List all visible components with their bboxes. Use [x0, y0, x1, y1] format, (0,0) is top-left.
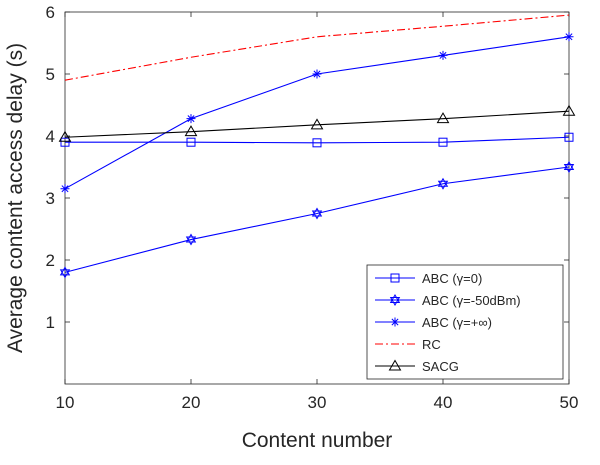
y-tick-label: 1: [46, 313, 55, 332]
data-point-part: [311, 207, 323, 217]
x-axis-title: Content number: [242, 429, 393, 452]
data-point: [60, 184, 70, 194]
data-point: [186, 114, 196, 124]
data-point-part: [185, 236, 197, 246]
legend-marker: [390, 317, 400, 327]
data-point-part: [437, 177, 449, 187]
y-tick-label: 5: [46, 65, 55, 84]
data-point: [311, 207, 323, 220]
legend-item: RC: [375, 337, 441, 352]
data-point: [564, 132, 574, 142]
legend-label: ABC (γ=-50dBm): [422, 293, 521, 308]
x-tick-label: 30: [308, 393, 327, 412]
series-layer: [58, 14, 576, 279]
legend-marker: [388, 359, 402, 371]
data-point: [564, 32, 574, 42]
data-point: [438, 137, 448, 147]
legend-marker: [389, 293, 401, 307]
legend-label: ABC (γ=0): [422, 271, 482, 286]
data-point: [310, 118, 324, 130]
data-point-part: [185, 233, 197, 243]
series-3: [64, 14, 570, 81]
legend-label: SACG: [422, 359, 459, 374]
series-line: [64, 14, 570, 81]
data-point: [184, 125, 198, 137]
series-line: [64, 110, 570, 138]
series-2: [60, 32, 574, 194]
series-1: [59, 160, 575, 279]
data-point: [186, 137, 196, 147]
legend-item: ABC (γ=0): [375, 271, 482, 286]
data-point: [437, 177, 449, 190]
legend-marker-part: [389, 297, 401, 307]
data-point-part: [563, 164, 575, 174]
data-point: [60, 137, 70, 147]
data-point: [312, 69, 322, 79]
data-point: [563, 160, 575, 174]
data-point: [436, 112, 450, 124]
data-point-part: [437, 180, 449, 190]
legend-item: SACG: [375, 359, 459, 374]
data-point: [562, 104, 576, 116]
data-point: [312, 138, 322, 148]
data-point: [185, 233, 197, 246]
data-point: [438, 50, 448, 60]
y-tick-label: 2: [46, 251, 55, 270]
legend-item: ABC (γ=+∞): [375, 315, 492, 330]
legend-item: ABC (γ=-50dBm): [375, 293, 521, 308]
legend-marker-part: [389, 293, 401, 303]
y-tick-label: 3: [46, 189, 55, 208]
data-point-part: [563, 160, 575, 170]
x-tick-label: 50: [560, 393, 579, 412]
axis-ticks: 10 20 30 40 50 1 2 3 4 5 6: [46, 3, 579, 412]
legend: ABC (γ=0) ABC (γ=-50dBm) ABC (γ=+∞) RC SACG: [366, 264, 564, 380]
x-tick-label: 40: [434, 393, 453, 412]
y-tick-label: 6: [46, 3, 55, 22]
legend-label: RC: [422, 337, 441, 352]
legend-marker: [390, 273, 400, 283]
legend-label: ABC (γ=+∞): [422, 315, 492, 330]
data-point-part: [311, 210, 323, 220]
series-line: [64, 166, 570, 273]
x-tick-label: 10: [56, 393, 75, 412]
x-tick-label: 20: [182, 393, 201, 412]
y-axis-title: Average content access delay (s): [4, 43, 27, 353]
data-point: [59, 266, 71, 279]
series-4: [58, 104, 576, 142]
data-point-part: [59, 266, 71, 276]
y-tick-label: 4: [46, 127, 55, 146]
data-point: [58, 130, 72, 142]
data-point-part: [59, 269, 71, 279]
